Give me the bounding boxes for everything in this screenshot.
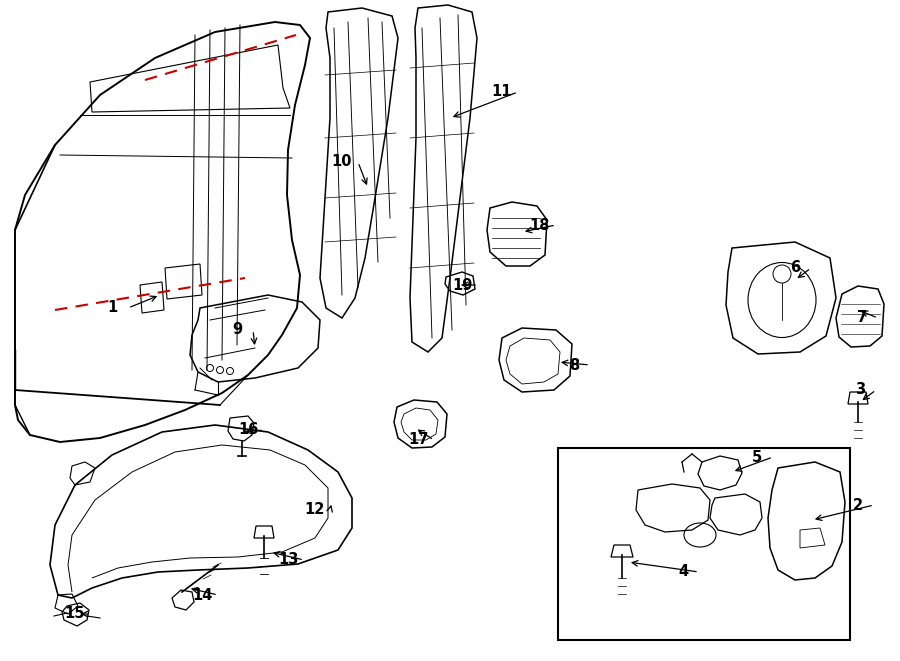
Text: 6: 6 <box>790 260 800 276</box>
Text: 10: 10 <box>332 155 352 169</box>
Text: 9: 9 <box>232 323 242 338</box>
Text: 13: 13 <box>278 553 298 568</box>
Text: 12: 12 <box>304 502 324 518</box>
Text: 7: 7 <box>857 311 867 325</box>
Text: 1: 1 <box>107 301 117 315</box>
Text: 3: 3 <box>855 383 865 397</box>
Text: 5: 5 <box>752 449 762 465</box>
Text: 17: 17 <box>408 432 428 447</box>
Text: 4: 4 <box>678 564 688 580</box>
Text: 19: 19 <box>452 278 472 293</box>
Text: 15: 15 <box>65 607 86 621</box>
Text: 16: 16 <box>238 422 258 438</box>
Text: 8: 8 <box>569 358 579 373</box>
Text: 18: 18 <box>530 217 550 233</box>
Bar <box>558 448 850 640</box>
Text: 14: 14 <box>192 588 212 602</box>
Text: 11: 11 <box>491 85 512 100</box>
Text: 2: 2 <box>853 498 863 512</box>
